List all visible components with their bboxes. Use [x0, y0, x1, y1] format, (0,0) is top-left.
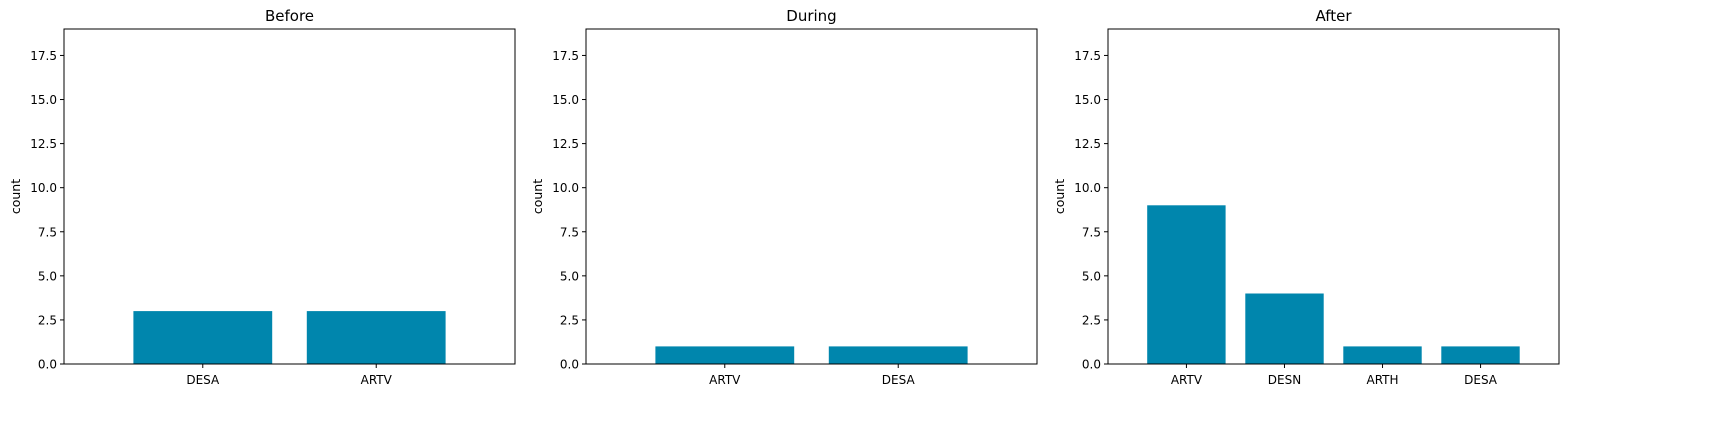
x-tick-label: ARTV [1171, 373, 1203, 387]
y-tick-label: 5.0 [38, 269, 57, 283]
y-tick-label: 15.0 [552, 93, 579, 107]
chart-panel-after: ARTV DESN ARTH DESA 0.0 2.5 5.0 7.5 10.0 12.5 15.0… [1052, 7, 1560, 387]
y-tick-label: 17.5 [552, 49, 579, 63]
x-tick-label: ARTV [361, 373, 393, 387]
y-tick-label: 0.0 [560, 358, 579, 372]
bar-desa [1441, 346, 1520, 364]
y-tick-label: 10.0 [1074, 181, 1101, 195]
x-tick-label: DESA [882, 373, 916, 387]
y-tick-label: 12.5 [552, 137, 579, 151]
chart-panel-before: DESA ARTV 0.0 2.5 5.0 7.5 10.0 12.5 15.0 17.5 Befo… [8, 7, 516, 387]
y-tick-label: 7.5 [560, 225, 579, 239]
y-tick-label: 0.0 [1082, 358, 1101, 372]
y-tick-label: 10.0 [552, 181, 579, 195]
x-tick-label: ARTV [709, 373, 741, 387]
plot-frame [585, 28, 1038, 365]
bar-artv [655, 346, 795, 364]
bar-artv [1147, 205, 1226, 364]
y-tick-label: 15.0 [30, 93, 57, 107]
y-tick-label: 2.5 [1082, 313, 1101, 327]
bar-artv [306, 311, 446, 364]
chart-title: During [786, 7, 836, 25]
y-tick-label: 7.5 [38, 225, 57, 239]
x-tick-label: DESA [186, 373, 220, 387]
chart-title: After [1315, 7, 1352, 25]
y-tick-label: 5.0 [1082, 269, 1101, 283]
y-tick-label: 15.0 [1074, 93, 1101, 107]
x-tick-label: DESA [1464, 373, 1498, 387]
y-tick-label: 17.5 [30, 49, 57, 63]
y-tick-label: 10.0 [30, 181, 57, 195]
y-tick-label: 0.0 [38, 358, 57, 372]
plot-frame [63, 28, 516, 365]
bar-desn [1245, 293, 1324, 364]
x-tick-label: ARTH [1367, 373, 1399, 387]
y-axis-label: count [530, 179, 545, 214]
bar-desa [828, 346, 968, 364]
y-tick-label: 12.5 [1074, 137, 1101, 151]
y-tick-label: 2.5 [38, 313, 57, 327]
bar-desa [133, 311, 273, 364]
chart-title: Before [265, 7, 314, 25]
y-tick-label: 2.5 [560, 313, 579, 327]
y-tick-label: 12.5 [30, 137, 57, 151]
bar-arth [1343, 346, 1422, 364]
y-tick-label: 17.5 [1074, 49, 1101, 63]
x-tick-label: DESN [1268, 373, 1301, 387]
y-axis-label: count [1052, 179, 1067, 214]
y-tick-label: 7.5 [1082, 225, 1101, 239]
y-axis-label: count [8, 179, 23, 214]
chart-panel-during: ARTV DESA 0.0 2.5 5.0 7.5 10.0 12.5 15.0 17.5 Duri… [530, 7, 1038, 387]
y-tick-label: 5.0 [560, 269, 579, 283]
plot-frame [1107, 28, 1560, 365]
